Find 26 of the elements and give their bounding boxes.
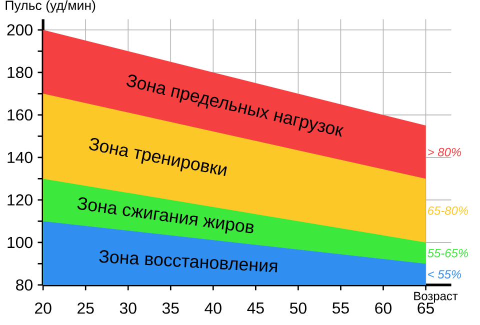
x-tick-label: 25 xyxy=(78,302,94,314)
x-tick-label: 50 xyxy=(290,302,306,314)
x-tick-label: 55 xyxy=(332,302,349,314)
y-axis-title: Пульс (уд/мин) xyxy=(6,0,96,13)
y-tick-label: 100 xyxy=(8,236,32,248)
series-label: Зона восстановления xyxy=(99,250,278,272)
annotation: < 55% xyxy=(428,270,462,279)
y-tick-label: 140 xyxy=(8,152,32,164)
y-tick-label: 120 xyxy=(8,194,32,206)
series-label: Зона сжигания жиров xyxy=(77,197,254,234)
annotation: 55-65% xyxy=(428,248,468,258)
x-tick-label: 20 xyxy=(35,302,52,314)
x-tick-label: 65 xyxy=(418,302,434,314)
x-tick-label: 60 xyxy=(375,302,392,314)
annotation: 65-80% xyxy=(428,206,468,215)
x-axis-title: Возраст xyxy=(414,292,458,303)
x-tick-label: 30 xyxy=(120,302,136,314)
series-label: Зона тренировки xyxy=(88,138,227,176)
annotation: > 80% xyxy=(428,148,462,156)
x-tick-label: 40 xyxy=(204,302,222,314)
x-tick-label: 35 xyxy=(162,302,179,314)
x-tick-label: 45 xyxy=(247,302,264,314)
y-tick-label: 180 xyxy=(8,66,32,78)
y-tick-label: 200 xyxy=(7,24,32,36)
y-tick-label: 160 xyxy=(8,109,32,121)
y-tick-label: 80 xyxy=(16,279,32,291)
